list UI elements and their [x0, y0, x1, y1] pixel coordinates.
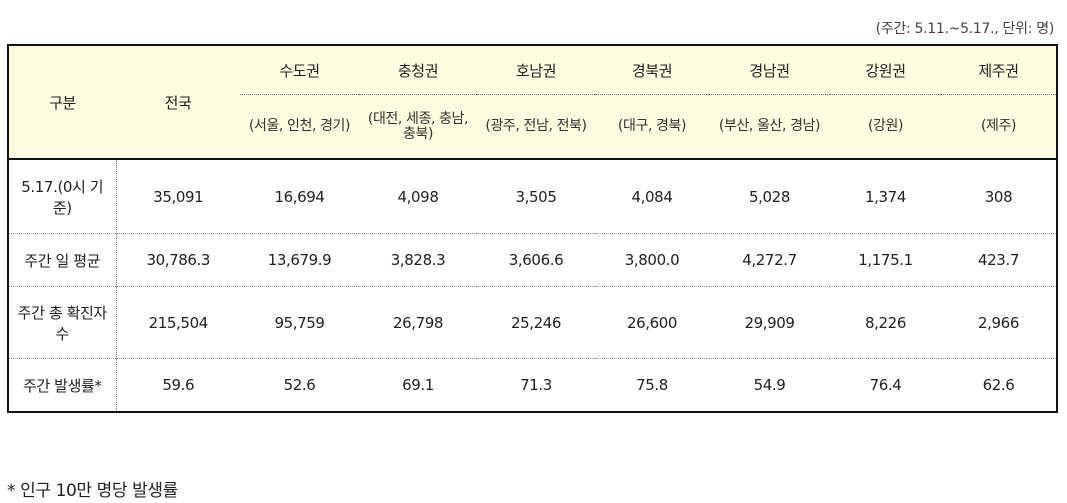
table-cell: 16,694 [240, 158, 359, 234]
table-cell: 4,098 [359, 158, 477, 234]
table-cell: 62.6 [941, 358, 1057, 412]
table-cell: 423.7 [941, 233, 1057, 287]
table-cell: 4,084 [595, 158, 709, 234]
table-row: 주간 일 평균 30,786.3 13,679.9 3,828.3 3,606.… [8, 233, 1057, 287]
regional-stats-table: 구분 전국 수도권 충청권 호남권 경북권 경남권 강원권 제주권 (서울, 인… [7, 44, 1058, 413]
table-cell: 4,272.7 [709, 233, 830, 287]
unit-note: (주간: 5.11.~5.17., 단위: 명) [875, 21, 1055, 37]
table-row: 주간 발생률* 59.6 52.6 69.1 71.3 75.8 54.9 76… [8, 358, 1057, 412]
table-cell: 215,504 [116, 286, 240, 359]
header-subregion: (대전, 세종, 충남, 충북) [359, 94, 477, 159]
header-subregion: (제주) [941, 94, 1057, 159]
header-row-subregions: (서울, 인천, 경기) (대전, 세종, 충남, 충북) (광주, 전남, 전… [8, 94, 1057, 159]
table-cell: 52.6 [240, 358, 359, 412]
header-region: 경북권 [595, 45, 709, 95]
table-cell: 35,091 [116, 158, 240, 234]
table-cell: 1,374 [830, 158, 941, 234]
table-cell: 13,679.9 [240, 233, 359, 287]
row-label: 주간 일 평균 [8, 233, 117, 287]
table-cell: 3,505 [477, 158, 595, 234]
footnote: * 인구 10만 명당 발생률 [7, 481, 178, 501]
table-cell: 26,798 [359, 286, 477, 359]
header-region: 경남권 [709, 45, 830, 95]
table-cell: 5,028 [709, 158, 830, 234]
table-cell: 1,175.1 [830, 233, 941, 287]
table-row: 주간 총 확진자수 215,504 95,759 26,798 25,246 2… [8, 286, 1057, 359]
table-cell: 76.4 [830, 358, 941, 412]
table-cell: 2,966 [941, 286, 1057, 359]
table-cell: 25,246 [477, 286, 595, 359]
row-label: 주간 총 확진자수 [8, 286, 117, 359]
table-row: 5.17.(0시 기준) 35,091 16,694 4,098 3,505 4… [8, 158, 1057, 234]
header-region: 강원권 [830, 45, 941, 95]
row-label: 주간 발생률* [8, 358, 117, 412]
header-subregion: (강원) [830, 94, 941, 159]
header-region: 충청권 [359, 45, 477, 95]
row-label: 5.17.(0시 기준) [8, 158, 117, 234]
table-cell: 54.9 [709, 358, 830, 412]
table-cell: 3,800.0 [595, 233, 709, 287]
table-cell: 71.3 [477, 358, 595, 412]
table-cell: 59.6 [116, 358, 240, 412]
table-cell: 30,786.3 [116, 233, 240, 287]
header-region: 제주권 [941, 45, 1057, 95]
table-cell: 3,606.6 [477, 233, 595, 287]
table-cell: 69.1 [359, 358, 477, 412]
table-cell: 75.8 [595, 358, 709, 412]
header-region: 호남권 [477, 45, 595, 95]
header-region: 수도권 [240, 45, 359, 95]
table-cell: 26,600 [595, 286, 709, 359]
header-category: 구분 [8, 45, 116, 159]
header-subregion: (부산, 울산, 경남) [709, 94, 830, 159]
table-cell: 3,828.3 [359, 233, 477, 287]
header-subregion: (서울, 인천, 경기) [240, 94, 359, 159]
header-row-regions: 구분 전국 수도권 충청권 호남권 경북권 경남권 강원권 제주권 [8, 45, 1057, 159]
table-cell: 29,909 [709, 286, 830, 359]
table-cell: 8,226 [830, 286, 941, 359]
header-subregion: (광주, 전남, 전북) [477, 94, 595, 159]
header-national: 전국 [116, 45, 240, 159]
table-cell: 95,759 [240, 286, 359, 359]
header-subregion: (대구, 경북) [595, 94, 709, 159]
table-cell: 308 [941, 158, 1057, 234]
